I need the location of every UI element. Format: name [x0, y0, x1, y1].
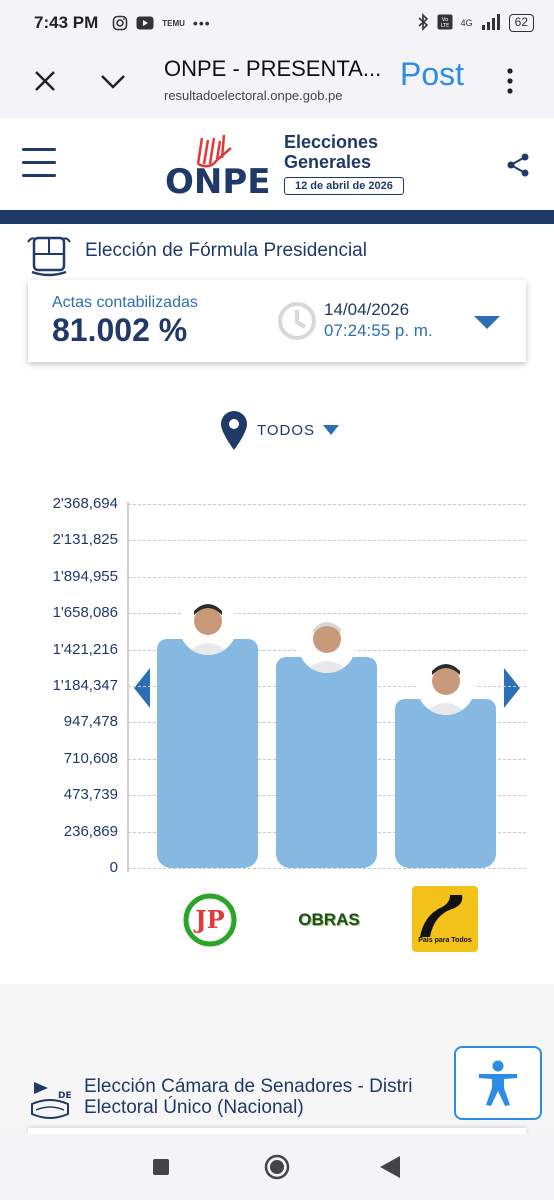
section-title-presidential: Elección de Fórmula Presidencial	[85, 240, 367, 261]
section-title-senate: Elección Cámara de Senadores - Distri El…	[84, 1076, 504, 1118]
candidate-photo	[297, 614, 356, 673]
more-notifications-icon: •••	[192, 15, 211, 31]
signal-label: 4G	[460, 18, 473, 28]
web-page: ONPE Elecciones Generales 12 de abril de…	[0, 118, 554, 1134]
section-title-senate-line2: Electoral Único (Nacional)	[84, 1097, 304, 1118]
post-button[interactable]: Post	[400, 56, 465, 92]
candidate-photo	[416, 656, 475, 715]
election-title: Elecciones Generales	[284, 132, 378, 172]
summary-card: Actas contabilizadas 81.002 % 14/04/2026…	[28, 280, 526, 362]
onpe-ballot-logo-icon	[196, 134, 232, 168]
actas-label: Actas contabilizadas	[52, 294, 198, 311]
svg-text:LTE: LTE	[440, 23, 448, 29]
svg-text:Vo: Vo	[441, 17, 448, 23]
party-logo-pais-para-todos[interactable]: País para Todos	[412, 886, 478, 952]
y-tick-label: 947,478	[63, 713, 118, 731]
android-nav-bar	[0, 1134, 554, 1200]
status-system-icons: Vo LTE 4G 62	[417, 12, 534, 34]
caret-down-icon[interactable]	[474, 314, 500, 330]
gridline	[128, 576, 526, 578]
road-icon	[420, 894, 463, 937]
y-tick-label: 473,739	[63, 786, 118, 804]
battery-icon: 62	[508, 14, 534, 32]
gridline	[128, 504, 526, 505]
close-icon[interactable]	[30, 66, 60, 96]
status-notification-icons: TEMU •••	[112, 15, 210, 31]
y-tick-label: 2'368,694	[52, 495, 118, 512]
y-tick-label: 710,608	[63, 749, 118, 767]
accessibility-button[interactable]	[454, 1046, 542, 1120]
peru-shield-icon	[27, 236, 71, 277]
gridline	[128, 540, 526, 542]
recent-apps-icon[interactable]	[152, 1158, 170, 1176]
signal-icon	[481, 13, 501, 33]
volte-icon: Vo LTE	[437, 14, 453, 33]
gridline	[128, 868, 526, 869]
y-tick-label: 1'658,086	[52, 604, 118, 622]
presidential-bar-chart: 2'368,694 2'131,825 1'894,955 1'658,086 1'42…	[0, 490, 554, 960]
bar-país-para-todos[interactable]	[395, 698, 496, 868]
bar-obras[interactable]	[276, 656, 377, 868]
bar-jp[interactable]	[157, 639, 258, 868]
y-tick-label: 0	[109, 859, 118, 876]
jp-logo-icon: JP	[183, 893, 237, 947]
region-filter-label: TODOS	[257, 421, 316, 439]
accessibility-icon	[479, 1060, 517, 1106]
actas-value: 81.002 %	[52, 312, 188, 348]
clock-icon	[278, 302, 316, 340]
y-tick-label: 1'184,347	[52, 677, 118, 694]
y-tick-label: 236,869	[63, 822, 118, 840]
jp-logo-text: JP	[193, 905, 224, 934]
temu-icon: TEMU	[162, 18, 185, 28]
site-header: ONPE Elecciones Generales 12 de abril de…	[0, 118, 554, 210]
party-logo-obras[interactable]: OBRAS	[298, 910, 360, 929]
menu-icon[interactable]	[22, 148, 56, 178]
header-divider	[0, 210, 554, 224]
youtube-icon	[136, 16, 154, 30]
chevron-left-icon[interactable]	[134, 668, 150, 708]
region-filter[interactable]: TODOS	[219, 408, 340, 452]
pais-para-todos-text: País para Todos	[418, 936, 472, 944]
browser-page-title: ONPE - PRESENTA...	[164, 56, 382, 81]
election-date-badge: 12 de abril de 2026	[284, 177, 404, 195]
browser-url[interactable]: resultadoelectoral.onpe.gob.pe	[164, 88, 343, 103]
onpe-logo-text: ONPE	[165, 162, 271, 202]
chevron-down-icon[interactable]	[98, 66, 128, 96]
home-icon[interactable]	[264, 1154, 290, 1180]
gridline	[128, 613, 526, 615]
caret-down-icon	[323, 425, 340, 435]
browser-toolbar: ONPE - PRESENTA... resultadoelectoral.on…	[0, 46, 554, 118]
party-logo-jp[interactable]: JP	[178, 888, 242, 952]
y-tick-label: 1'421,216	[52, 640, 118, 658]
y-tick-label: 2'131,825	[52, 531, 118, 549]
candidate-photo	[178, 597, 237, 656]
update-time: 07:24:55 p. m.	[324, 321, 433, 340]
election-title-line1: Elecciones	[284, 132, 379, 152]
location-pin-icon	[221, 411, 247, 450]
update-date: 14/04/2026	[324, 300, 410, 319]
status-bar: 7:43 PM TEMU ••• Vo LTE 4G 62	[0, 0, 554, 46]
deu-label: DEU	[58, 1091, 72, 1101]
y-tick-label: 1'894,955	[52, 567, 118, 585]
bluetooth-icon	[417, 12, 429, 34]
election-title-line2: Generales	[284, 152, 372, 172]
senate-deu-icon: DEU	[31, 1082, 72, 1119]
section-title-senate-line1: Elección Cámara de Senadores - Distri	[84, 1076, 413, 1097]
chart-y-axis	[127, 502, 129, 872]
back-icon[interactable]	[380, 1156, 400, 1178]
status-time: 7:43 PM	[34, 13, 99, 32]
instagram-icon	[112, 15, 128, 31]
more-vertical-icon[interactable]	[500, 66, 520, 96]
share-icon[interactable]	[505, 152, 531, 178]
senate-summary-card	[28, 1128, 526, 1134]
chevron-right-icon[interactable]	[504, 668, 520, 708]
